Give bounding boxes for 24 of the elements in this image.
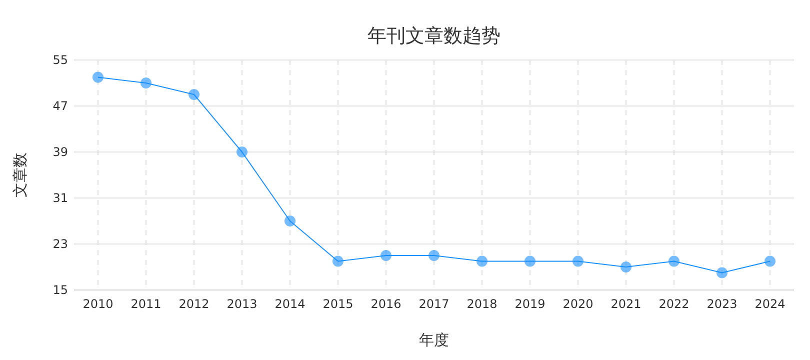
chart-title: 年刊文章数趋势 — [368, 25, 500, 47]
y-axis-title: 文章数 — [11, 152, 29, 198]
x-tick-label: 2015 — [322, 297, 354, 311]
x-tick-label: 2016 — [370, 297, 402, 311]
x-tick-label: 2011 — [130, 297, 162, 311]
y-tick-label: 15 — [52, 283, 68, 297]
y-tick-label: 23 — [52, 237, 68, 251]
x-tick-label: 2024 — [754, 297, 786, 311]
y-tick-label: 39 — [52, 145, 68, 159]
y-tick-label: 55 — [52, 53, 68, 67]
x-axis-title: 年度 — [419, 331, 449, 349]
x-tick-label: 2023 — [706, 297, 738, 311]
x-tick-label: 2014 — [274, 297, 306, 311]
y-tick-label: 31 — [52, 191, 68, 205]
x-tick-label: 2017 — [418, 297, 450, 311]
x-tick-label: 2010 — [82, 297, 114, 311]
x-tick-label: 2018 — [466, 297, 498, 311]
x-tick-label: 2020 — [562, 297, 594, 311]
y-tick-label: 47 — [52, 99, 68, 113]
x-tick-label: 2019 — [514, 297, 546, 311]
x-tick-label: 2021 — [610, 297, 642, 311]
x-tick-label: 2013 — [226, 297, 258, 311]
x-tick-label: 2022 — [658, 297, 690, 311]
x-tick-label: 2012 — [178, 297, 210, 311]
